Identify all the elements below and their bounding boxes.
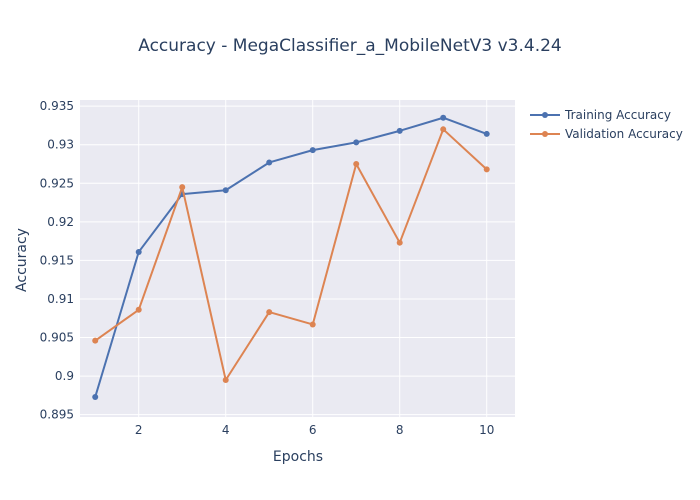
data-point[interactable] (135, 248, 142, 255)
x-axis-label: Epochs (273, 449, 323, 465)
data-point[interactable] (266, 309, 273, 316)
y-tick-label: 0.9 (55, 369, 74, 383)
y-axis-label: Accuracy (14, 228, 30, 292)
data-point[interactable] (353, 161, 360, 168)
legend-label: Validation Accuracy (565, 127, 683, 141)
y-tick-label: 0.91 (47, 292, 74, 306)
data-point[interactable] (179, 184, 186, 191)
data-point[interactable] (396, 239, 403, 246)
data-point[interactable] (309, 147, 316, 154)
legend-item-training[interactable]: Training Accuracy (530, 108, 671, 122)
legend-marker-icon (542, 131, 548, 137)
data-point[interactable] (222, 187, 229, 194)
data-point[interactable] (135, 306, 142, 313)
chart-title: Accuracy - MegaClassifier_a_MobileNetV3 … (138, 36, 562, 56)
data-point[interactable] (483, 130, 490, 137)
tick-labels: 0.895 0.9 0.905 0.91 0.915 0.92 0.925 0.93 0.935… (40, 99, 495, 437)
data-point[interactable] (92, 393, 99, 400)
y-tick-label: 0.93 (47, 138, 74, 152)
y-tick-label: 0.935 (40, 99, 74, 113)
x-tick-label: 6 (309, 423, 317, 437)
data-point[interactable] (483, 166, 490, 173)
y-tick-label: 0.925 (40, 176, 74, 190)
data-point[interactable] (440, 126, 447, 133)
legend[interactable]: Training Accuracy Validation Accuracy (530, 108, 683, 141)
data-point[interactable] (92, 337, 99, 344)
y-tick-label: 0.92 (47, 215, 74, 229)
x-tick-label: 10 (479, 423, 494, 437)
series-line (94, 116, 488, 398)
data-point[interactable] (222, 376, 229, 383)
x-tick-label: 2 (135, 423, 143, 437)
data-point[interactable] (266, 159, 273, 166)
data-point[interactable] (440, 114, 447, 121)
grid-lines (80, 100, 515, 417)
plot-area (80, 100, 515, 417)
y-tick-label: 0.905 (40, 331, 74, 345)
data-point[interactable] (396, 127, 403, 134)
series-validation-accuracy (92, 126, 490, 383)
series-layer (92, 114, 490, 400)
y-tick-label: 0.915 (40, 253, 74, 267)
legend-item-validation[interactable]: Validation Accuracy (530, 127, 683, 141)
legend-label: Training Accuracy (564, 108, 671, 122)
y-tick-label: 0.895 (40, 408, 74, 422)
x-tick-label: 4 (222, 423, 230, 437)
legend-marker-icon (542, 112, 548, 118)
series-line (94, 128, 488, 381)
data-point[interactable] (353, 139, 360, 146)
data-point[interactable] (309, 321, 316, 328)
x-tick-label: 8 (396, 423, 404, 437)
